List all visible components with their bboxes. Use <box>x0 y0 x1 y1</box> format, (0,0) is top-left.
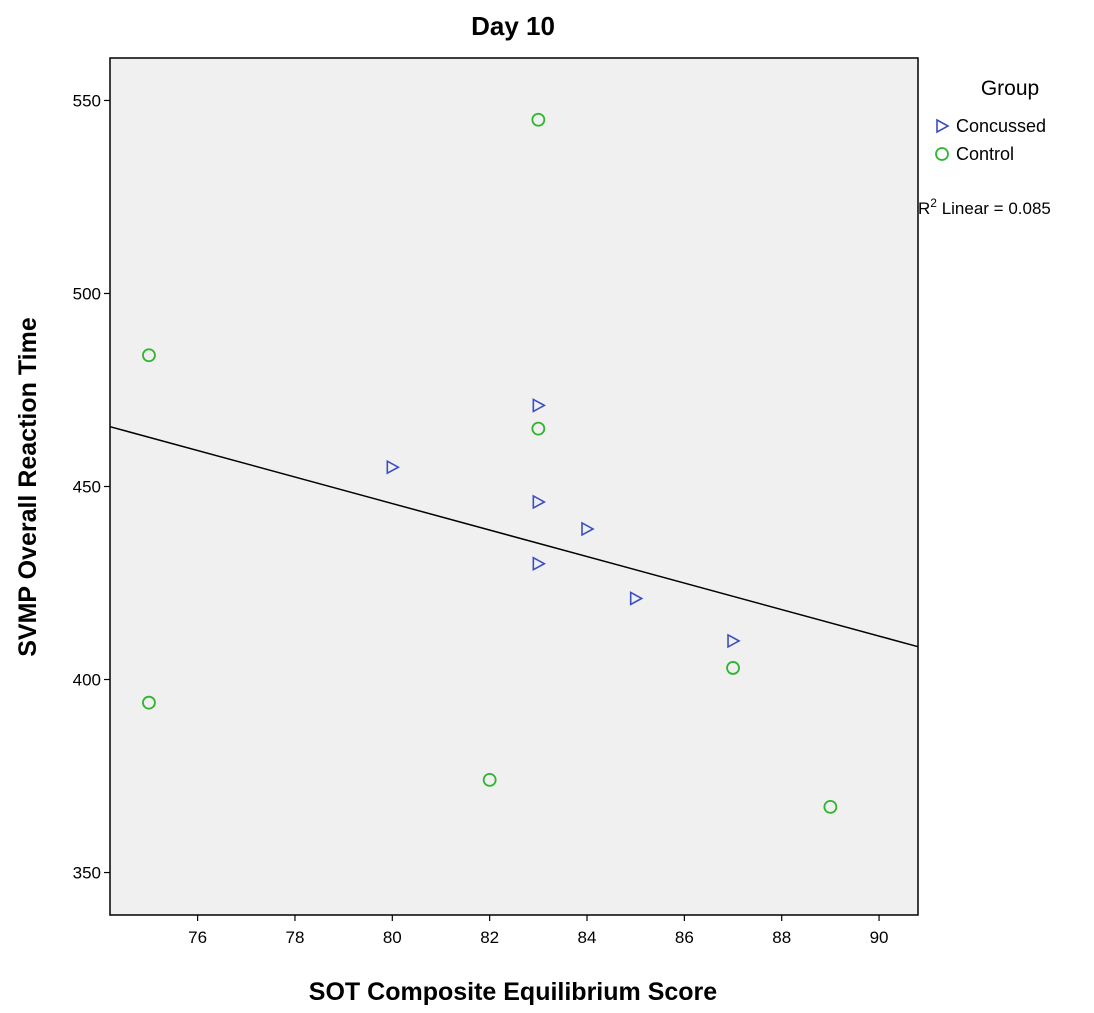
concussed-point <box>532 494 547 510</box>
legend-entries: Concussed Control <box>935 116 1046 164</box>
y-tick-label: 450 <box>73 478 101 497</box>
control-point <box>142 348 156 363</box>
data-points <box>142 112 838 814</box>
r-squared-superscript: 2 <box>930 196 937 210</box>
control-point <box>531 112 546 127</box>
r-squared-value: Linear = 0.085 <box>937 199 1051 218</box>
concussed-point <box>532 398 547 413</box>
x-tick-label: 90 <box>870 928 889 947</box>
r-squared-label: R2 Linear = 0.085 <box>918 196 1051 218</box>
y-tick-label: 500 <box>73 284 101 303</box>
concussed-point <box>386 459 400 475</box>
chart-title: Day 10 <box>471 11 555 41</box>
x-axis: 76 78 80 82 84 86 88 90 <box>188 915 889 947</box>
concussed-point <box>581 521 595 537</box>
legend-title: Group <box>981 77 1039 100</box>
control-point <box>823 800 838 814</box>
control-point <box>726 661 740 675</box>
legend-label: Control <box>956 144 1014 164</box>
y-tick-label: 550 <box>73 91 101 110</box>
x-tick-label: 82 <box>480 928 499 947</box>
y-tick-label: 400 <box>73 671 101 690</box>
r-squared-prefix: R <box>918 199 930 218</box>
circle-legend-icon <box>935 147 949 161</box>
x-tick-label: 86 <box>675 928 694 947</box>
control-point <box>531 421 546 436</box>
y-tick-label: 350 <box>73 864 101 883</box>
x-tick-label: 76 <box>188 928 207 947</box>
x-tick-label: 80 <box>383 928 402 947</box>
concussed-point <box>727 633 741 649</box>
x-axis-label: SOT Composite Equilibrium Score <box>309 978 717 1006</box>
control-point <box>482 772 497 787</box>
concussed-point <box>629 591 644 606</box>
legend-label: Concussed <box>956 116 1046 136</box>
control-point <box>142 695 156 710</box>
x-tick-label: 78 <box>286 928 305 947</box>
fit-line <box>109 425 919 648</box>
x-tick-label: 88 <box>772 928 791 947</box>
x-tick-label: 84 <box>578 928 597 947</box>
legend: Group Concussed Control <box>935 77 1046 164</box>
triangle-legend-icon <box>936 118 950 134</box>
concussed-point <box>532 556 547 572</box>
plot-area <box>109 57 919 916</box>
y-axis: 350 400 450 500 550 <box>73 91 110 883</box>
y-axis-label: SVMP Overall Reaction Time <box>14 317 42 657</box>
